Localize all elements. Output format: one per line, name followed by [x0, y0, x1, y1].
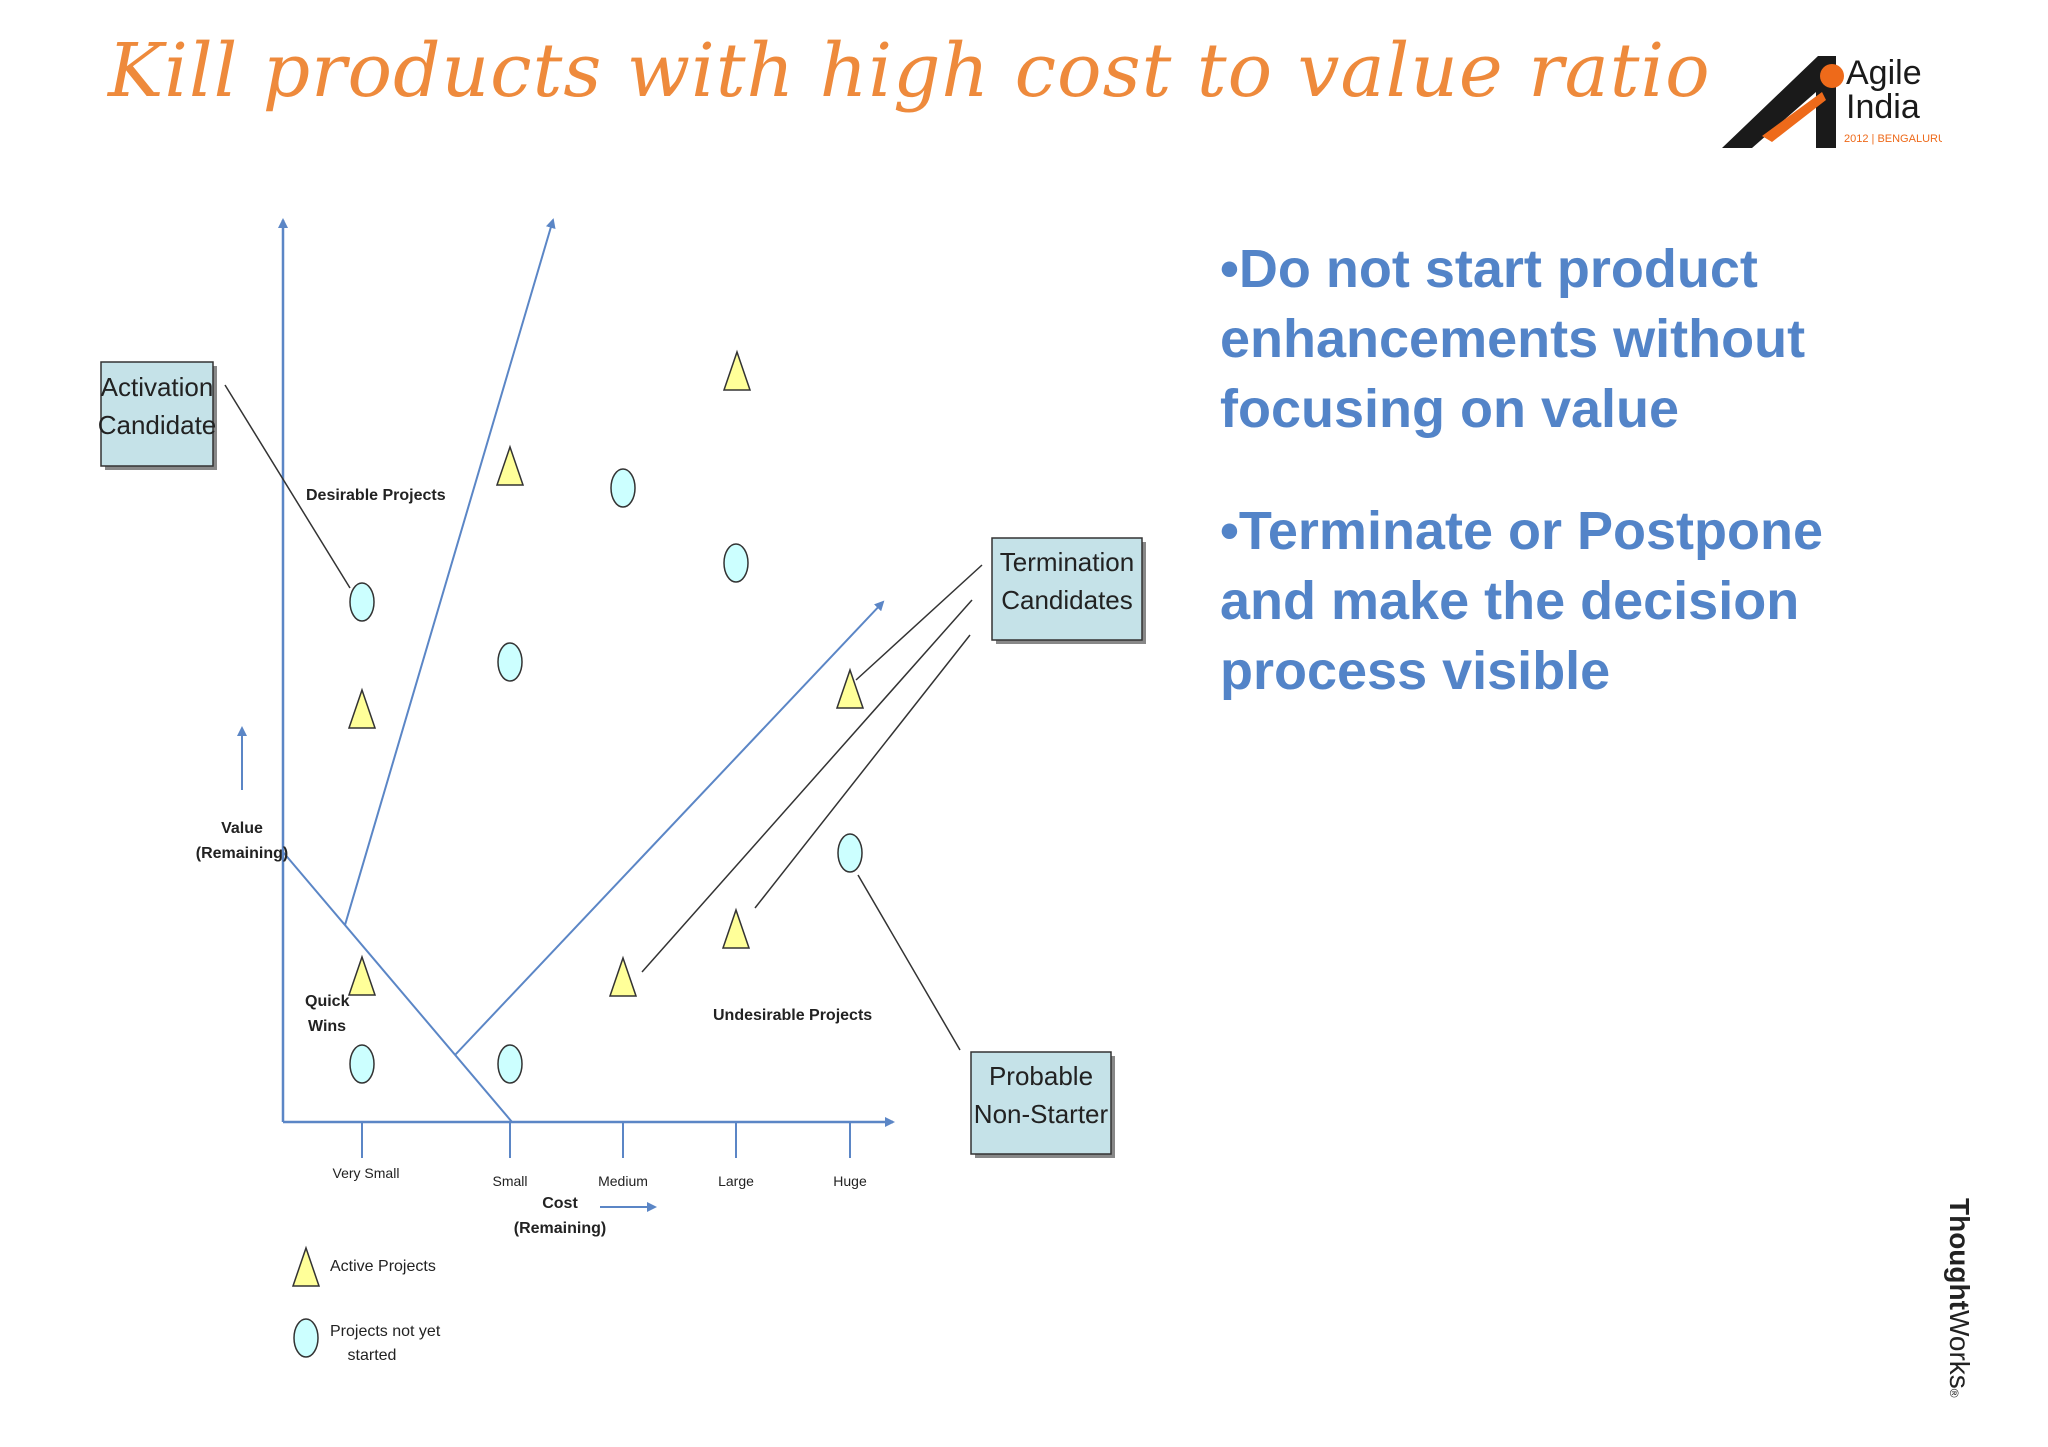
region-quick-wins-label-2: Wins — [308, 1018, 346, 1035]
termination-leader-1 — [855, 564, 983, 681]
legend-not-started-label-2: started — [348, 1347, 397, 1364]
activation-candidate-box-line-2: Candidate — [98, 410, 217, 440]
active-project-1 — [722, 349, 752, 391]
unstarted-project-6 — [349, 1044, 375, 1084]
quick-wins-boundary — [282, 851, 513, 1123]
thoughtworks-bold: Thought — [1944, 1198, 1975, 1310]
unstarted-project-7 — [497, 1044, 523, 1084]
active-project-2 — [495, 444, 525, 486]
non-starter-box-line-1: Probable — [989, 1061, 1093, 1091]
non-starter-box-line-2: Non-Starter — [974, 1099, 1109, 1129]
termination-leader-2 — [641, 599, 973, 973]
termination-candidates-box-line-2: Candidates — [1001, 585, 1133, 615]
diagram-layer: Very Small Small Medium Large Huge Value (Rema… — [98, 218, 1146, 1364]
thoughtworks-logo: ThoughtWorks® — [1944, 1198, 1975, 1398]
active-project-7 — [347, 954, 377, 996]
x-tick-label-2: Small — [492, 1173, 527, 1189]
undesirable-boundary — [454, 600, 885, 1056]
logo-dot — [1820, 64, 1844, 88]
thoughtworks-mark: ® — [1947, 1389, 1961, 1398]
active-project-4 — [835, 667, 865, 709]
non-starter-box — [970, 1051, 1112, 1155]
svg-text:ThoughtWorks®: ThoughtWorks® — [1944, 1198, 1975, 1398]
termination-leader-3 — [754, 634, 971, 909]
x-tick-label-4: Large — [718, 1173, 754, 1189]
logo-accent — [1762, 92, 1826, 142]
unstarted-project-5 — [837, 833, 863, 873]
activation-candidate-box-line-1: Activation — [101, 372, 214, 402]
activation-candidate-box — [100, 361, 214, 467]
termination-candidates-box — [991, 537, 1143, 641]
x-axis-label-1: Cost — [542, 1195, 578, 1212]
active-project-5 — [721, 907, 751, 949]
region-quick-wins-label-1: Quick — [305, 993, 350, 1010]
legend-not-started-label-1: Projects not yet — [330, 1323, 441, 1340]
thoughtworks-regular: Works — [1944, 1310, 1975, 1389]
active-project-3 — [347, 687, 377, 729]
logo-mark — [1722, 56, 1836, 148]
x-tick-label-1: Very Small — [333, 1165, 400, 1181]
x-tick-label-5: Huge — [833, 1173, 867, 1189]
desirable-boundary — [344, 218, 556, 926]
slide-title: Kill products with high cost to value ra… — [108, 28, 1711, 114]
legend-triangle — [291, 1245, 321, 1287]
legend-circle — [293, 1318, 319, 1358]
unstarted-project-4 — [497, 642, 523, 682]
active-project-6 — [608, 955, 638, 997]
unstarted-project-3 — [349, 582, 375, 622]
y-axis-label-2: (Remaining) — [196, 845, 288, 862]
logo-line2: India — [1846, 88, 1920, 126]
agile-india-logo: Agile India 2012 | BENGALURU — [1722, 54, 1942, 148]
x-tick-label-3: Medium — [598, 1173, 648, 1189]
y-axis-label-1: Value — [221, 820, 263, 837]
bullet-list: •Do not start product enhancements witho… — [1220, 234, 1920, 758]
non-starter-leader — [857, 874, 961, 1051]
logo-line1: Agile — [1846, 54, 1922, 92]
logo-year-city: 2012 | BENGALURU — [1844, 133, 1942, 145]
unstarted-project-1 — [610, 468, 636, 508]
bullet-1: •Do not start product enhancements witho… — [1220, 239, 1806, 439]
legend-active-label: Active Projects — [330, 1258, 436, 1275]
x-axis-label-2: (Remaining) — [514, 1220, 606, 1237]
bullet-2: •Terminate or Postpone and make the deci… — [1220, 501, 1823, 701]
activation-leader — [224, 384, 351, 589]
region-undesirable-label: Undesirable Projects — [713, 1007, 872, 1024]
termination-candidates-box-line-1: Termination — [1000, 547, 1134, 577]
unstarted-project-2 — [723, 543, 749, 583]
region-desirable-label: Desirable Projects — [306, 487, 446, 504]
